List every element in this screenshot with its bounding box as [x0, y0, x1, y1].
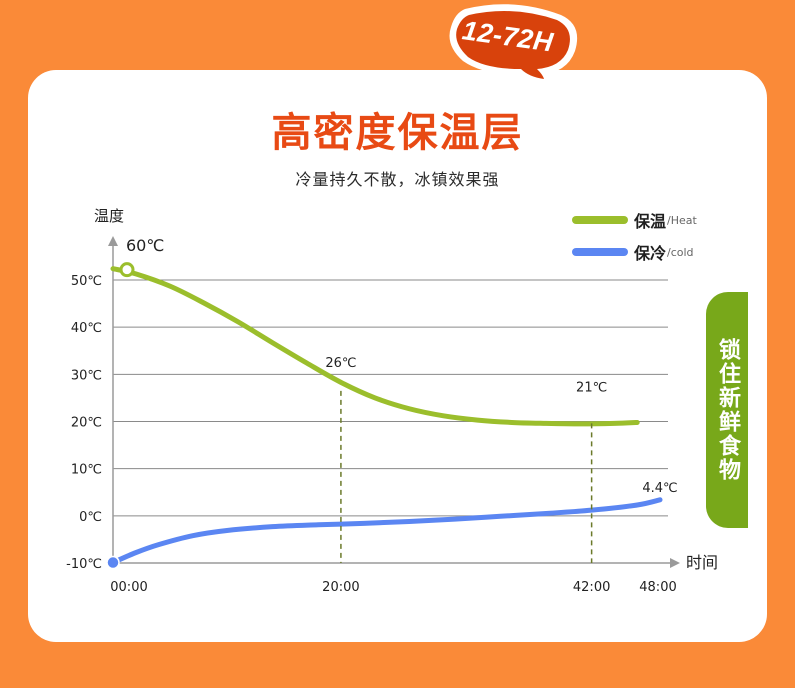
grid-layer: [113, 279, 668, 517]
x-axis-arrow: [670, 558, 680, 568]
x-tick-label: 48:00: [639, 580, 676, 595]
y-tick-label: 0℃: [79, 510, 102, 525]
legend-swatch-heat: [572, 216, 628, 224]
series-layer: [106, 262, 663, 570]
page-subtitle: 冷量持久不散，冰镇效果强: [295, 170, 500, 189]
y-axis-arrow: [108, 236, 118, 246]
legend-item-heat: 保温 /Heat: [572, 204, 697, 236]
cold-start-marker: [106, 555, 120, 570]
legend-sublabel-heat: /Heat: [667, 213, 697, 227]
legend-label-heat: 保温: [634, 212, 667, 231]
heat-start-marker: [119, 262, 135, 278]
x-tick-label: 00:00: [110, 580, 147, 595]
annotation-label: 26℃: [325, 356, 356, 371]
y-axis-top-label: 60℃: [126, 236, 164, 255]
side-tag: 锁住新鲜食物: [706, 292, 748, 528]
series-line-cold: [110, 497, 663, 566]
legend-item-cold: 保冷 /cold: [572, 236, 697, 268]
y-tick-label: 50℃: [71, 274, 102, 289]
page-title: 高密度保温层: [271, 110, 524, 156]
legend-label-cold: 保冷: [634, 244, 667, 263]
badge-fill: [456, 11, 570, 79]
y-tick-label: -10℃: [66, 557, 102, 572]
side-tag-label: 锁住新鲜食物: [715, 338, 740, 482]
annotation-label: 21℃: [576, 380, 607, 395]
y-tick-label: 40℃: [71, 321, 102, 336]
series-line-heat: [110, 266, 640, 427]
x-tick-label: 20:00: [322, 580, 359, 595]
y-axis-title: 温度: [94, 207, 124, 225]
x-axis-title: 时间: [686, 553, 718, 572]
legend-sublabel-cold: /cold: [667, 245, 694, 259]
speech-bubble-badge: [449, 4, 578, 87]
x-tick-label: 42:00: [573, 580, 610, 595]
annotation-label: 4.4℃: [642, 481, 677, 496]
y-tick-label: 30℃: [71, 368, 102, 383]
y-tick-label: 10℃: [71, 463, 102, 478]
legend-swatch-cold: [572, 248, 628, 256]
annotation-layer: 26℃ 21℃ 4.4℃: [325, 356, 678, 563]
y-tick-label: 20℃: [71, 416, 102, 431]
chart-legend: 保温 /Heat 保冷 /cold: [572, 204, 697, 268]
